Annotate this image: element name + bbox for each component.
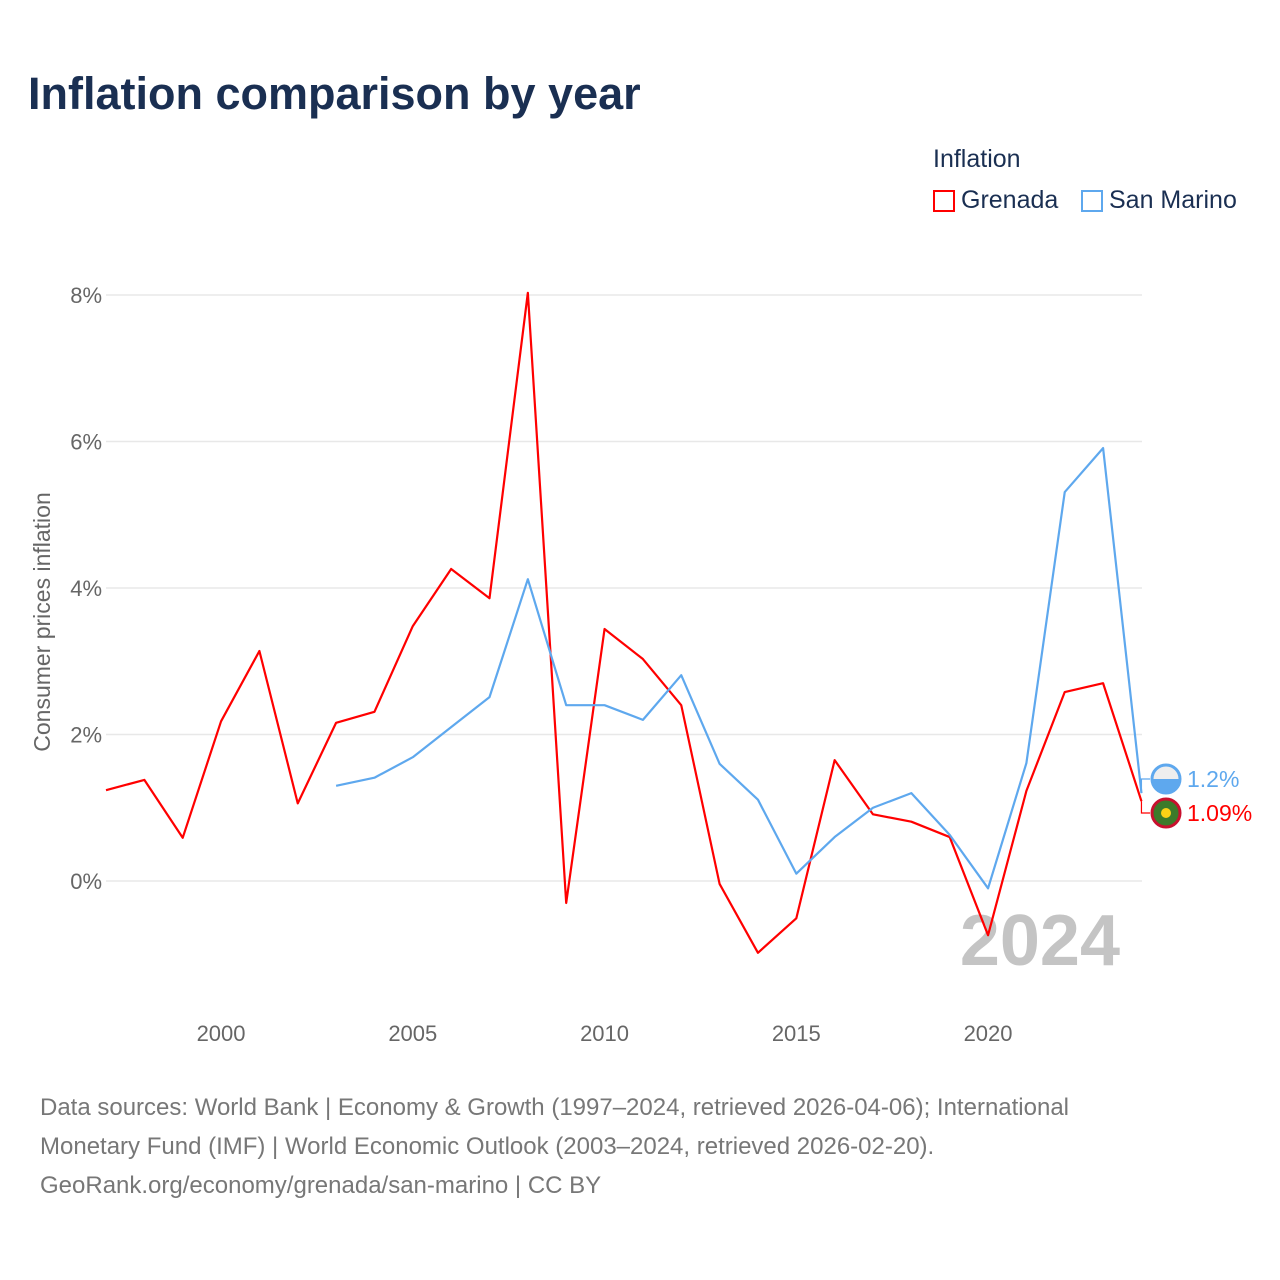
- footer-line: Monetary Fund (IMF) | World Economic Out…: [40, 1133, 935, 1160]
- x-tick-label: 2010: [580, 1021, 629, 1046]
- y-tick-label: 4%: [70, 576, 102, 601]
- legend-title: Inflation: [933, 145, 1021, 173]
- y-axis-label: Consumer prices inflation: [29, 492, 55, 752]
- year-watermark: 2024: [960, 901, 1120, 981]
- legend-label: Grenada: [961, 186, 1059, 214]
- footer-line: GeoRank.org/economy/grenada/san-marino |…: [40, 1172, 602, 1199]
- end-value-label: 1.09%: [1187, 800, 1252, 826]
- flag-band: [1152, 779, 1180, 793]
- end-value-label: 1.2%: [1187, 766, 1239, 792]
- footer-line: Data sources: World Bank | Economy & Gro…: [40, 1094, 1070, 1121]
- y-tick-label: 6%: [70, 430, 102, 455]
- x-tick-label: 2015: [772, 1021, 821, 1046]
- flag-star: [1161, 808, 1171, 818]
- legend-item-san-marino[interactable]: San Marino: [1081, 186, 1237, 215]
- legend-swatch: [1081, 189, 1103, 212]
- chart-area: 0% 2% 4% 6% 8% 2000 2005 2010 2015 2020 Consumer p…: [29, 283, 1252, 1046]
- x-tick-label: 2020: [964, 1021, 1013, 1046]
- y-tick-label: 8%: [70, 283, 102, 308]
- series-line-san-marino: [335, 446, 1143, 890]
- legend-swatch: [933, 189, 955, 212]
- footer-sources: Data sources: World Bank | Economy & Gro…: [40, 1088, 1240, 1205]
- y-tick-label: 0%: [70, 869, 102, 894]
- chart-title: Inflation comparison by year: [28, 68, 641, 119]
- y-tick-label: 2%: [70, 723, 102, 748]
- end-label-connector: [1140, 801, 1150, 814]
- end-label-connector: [1140, 778, 1150, 794]
- x-tick-label: 2005: [388, 1021, 437, 1046]
- series-line-grenada: [105, 291, 1143, 954]
- x-tick-label: 2000: [197, 1021, 246, 1046]
- legend-label: San Marino: [1109, 186, 1237, 214]
- legend-item-grenada[interactable]: Grenada: [933, 186, 1058, 215]
